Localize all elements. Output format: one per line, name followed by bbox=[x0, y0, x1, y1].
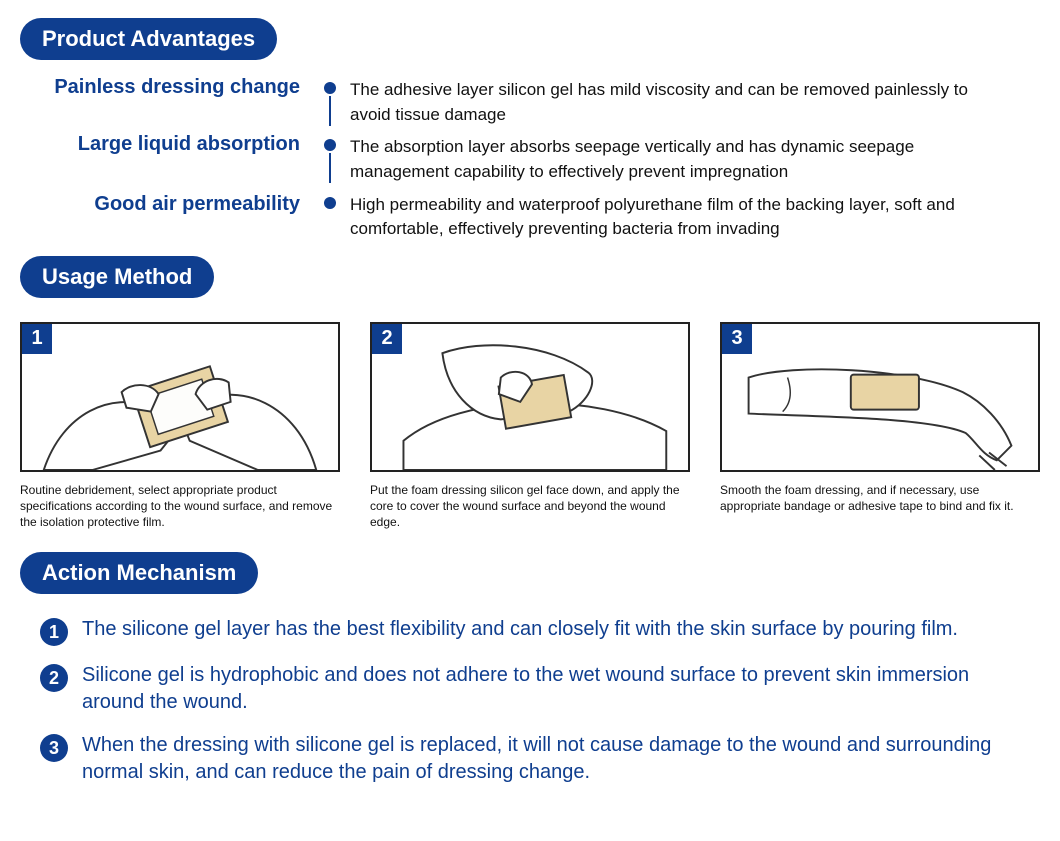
step-illustration: 3 bbox=[720, 322, 1040, 472]
step-number-badge: 1 bbox=[22, 324, 52, 354]
bullet-dot-icon bbox=[324, 82, 336, 94]
mechanism-item: 1 The silicone gel layer has the best fl… bbox=[40, 616, 1040, 646]
usage-step: 1 Routine debridement, select appropriat… bbox=[20, 322, 340, 531]
advantage-connector bbox=[310, 76, 350, 126]
step-illustration: 1 bbox=[20, 322, 340, 472]
mechanism-number-badge: 2 bbox=[40, 664, 68, 692]
advantage-desc: The absorption layer absorbs seepage ver… bbox=[350, 133, 1040, 184]
advantage-row: Large liquid absorption The absorption l… bbox=[20, 133, 1040, 184]
advantage-label: Good air permeability bbox=[20, 191, 310, 216]
hands-peel-film-icon bbox=[22, 324, 338, 470]
usage-step: 2 Put the foam dressing silicon gel face… bbox=[370, 322, 690, 531]
advantage-connector bbox=[310, 133, 350, 183]
mechanism-number-badge: 3 bbox=[40, 734, 68, 762]
mechanism-text: When the dressing with silicone gel is r… bbox=[82, 732, 1040, 786]
advantage-connector bbox=[310, 191, 350, 209]
mechanism-text: Silicone gel is hydrophobic and does not… bbox=[82, 662, 1040, 716]
step-number-badge: 2 bbox=[372, 324, 402, 354]
step-caption: Routine debridement, select appropriate … bbox=[20, 482, 340, 531]
step-number-badge: 3 bbox=[722, 324, 752, 354]
step-illustration: 2 bbox=[370, 322, 690, 472]
advantage-desc: The adhesive layer silicon gel has mild … bbox=[350, 76, 1040, 127]
advantage-row: Painless dressing change The adhesive la… bbox=[20, 76, 1040, 127]
usage-steps-row: 1 Routine debridement, select appropriat… bbox=[20, 322, 1040, 531]
hands-apply-patch-icon bbox=[372, 324, 688, 470]
advantages-list: Painless dressing change The adhesive la… bbox=[20, 76, 1040, 242]
advantage-label: Painless dressing change bbox=[20, 76, 310, 99]
section-title-advantages: Product Advantages bbox=[20, 18, 277, 60]
arm-with-dressing-icon bbox=[722, 324, 1038, 470]
mechanism-number-badge: 1 bbox=[40, 618, 68, 646]
section-title-mechanism: Action Mechanism bbox=[20, 552, 258, 594]
connector-line-icon bbox=[329, 96, 331, 126]
mechanism-text: The silicone gel layer has the best flex… bbox=[82, 616, 978, 643]
mechanism-item: 2 Silicone gel is hydrophobic and does n… bbox=[40, 662, 1040, 716]
mechanism-list: 1 The silicone gel layer has the best fl… bbox=[40, 616, 1040, 786]
bullet-dot-icon bbox=[324, 197, 336, 209]
advantage-row: Good air permeability High permeability … bbox=[20, 191, 1040, 242]
step-caption: Put the foam dressing silicon gel face d… bbox=[370, 482, 690, 531]
usage-step: 3 Smooth the foam dressing, and if neces… bbox=[720, 322, 1040, 531]
mechanism-item: 3 When the dressing with silicone gel is… bbox=[40, 732, 1040, 786]
advantage-label: Large liquid absorption bbox=[20, 133, 310, 156]
connector-line-icon bbox=[329, 153, 331, 183]
advantage-desc: High permeability and waterproof polyure… bbox=[350, 191, 1040, 242]
step-caption: Smooth the foam dressing, and if necessa… bbox=[720, 482, 1040, 514]
section-title-usage: Usage Method bbox=[20, 256, 214, 298]
bullet-dot-icon bbox=[324, 139, 336, 151]
